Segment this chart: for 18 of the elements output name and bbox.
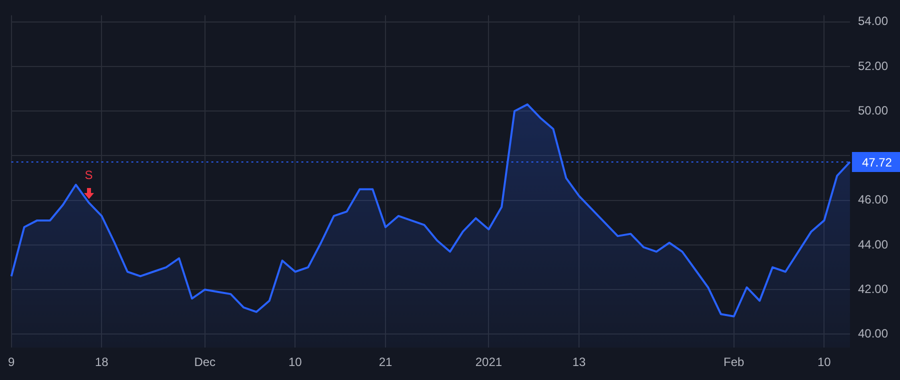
x-tick-label: 13 — [572, 355, 586, 370]
x-tick-label: 9 — [8, 355, 15, 370]
y-tick-label: 46.00 — [858, 192, 888, 207]
x-tick-label: 10 — [817, 355, 832, 370]
x-tick-label: 2021 — [475, 355, 502, 370]
y-tick-label: 50.00 — [858, 103, 888, 118]
y-tick-label: 44.00 — [858, 237, 888, 252]
x-tick-label: 21 — [378, 355, 392, 370]
annotation: S — [84, 168, 93, 182]
y-tick-label: 42.00 — [858, 282, 888, 296]
y-tick-label: 52.00 — [858, 58, 888, 73]
x-tick-label: 10 — [288, 355, 302, 370]
x-tick-label: 18 — [94, 355, 109, 370]
y-tick-label: 40.00 — [858, 326, 888, 341]
ref-line-label: 47.72 — [862, 155, 892, 170]
x-tick-label: Feb — [724, 355, 745, 370]
y-tick-label: 54.00 — [858, 14, 888, 28]
x-tick-label: Dec — [194, 355, 216, 370]
